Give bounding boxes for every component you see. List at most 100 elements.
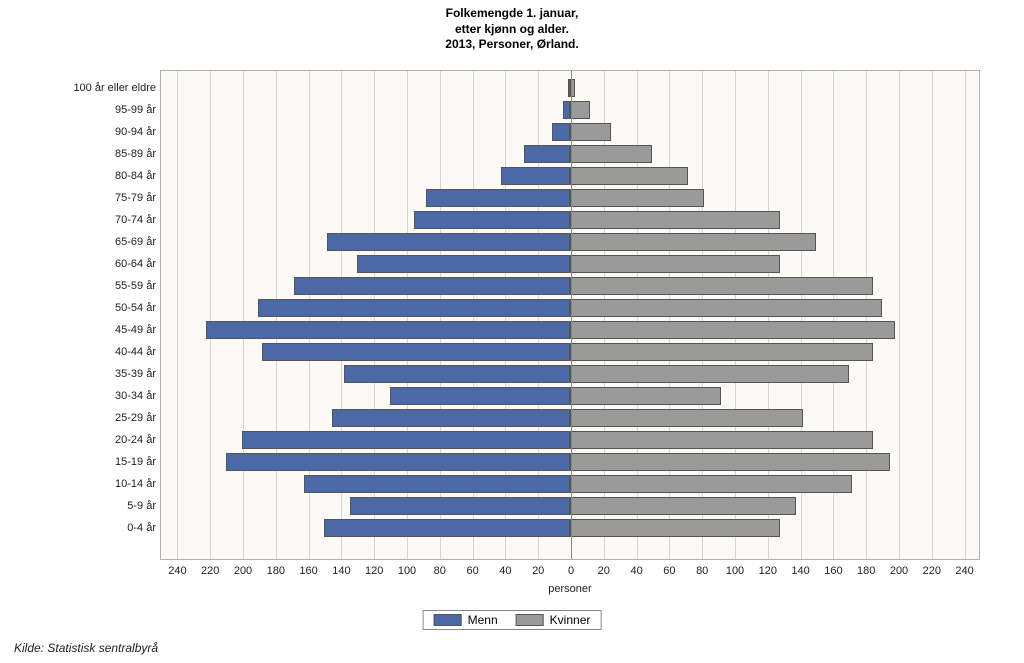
- bar-kvinner: [570, 189, 704, 207]
- age-row: 55-59 år: [161, 275, 979, 297]
- x-tick: 180: [267, 565, 285, 577]
- title-line-1: Folkemengde 1. januar,: [0, 6, 1024, 22]
- bar-menn: [501, 167, 570, 185]
- bar-kvinner: [570, 431, 873, 449]
- bar-menn: [357, 255, 570, 273]
- age-label: 15-19 år: [6, 451, 156, 473]
- age-label: 100 år eller eldre: [6, 77, 156, 99]
- bar-kvinner: [570, 365, 849, 383]
- bar-kvinner: [570, 277, 873, 295]
- source-text: Kilde: Statistisk sentralbyrå: [14, 641, 158, 655]
- x-axis-label: personer: [161, 583, 979, 595]
- age-row: 15-19 år: [161, 451, 979, 473]
- age-row: 50-54 år: [161, 297, 979, 319]
- x-tick: 240: [168, 565, 186, 577]
- bar-kvinner: [570, 123, 611, 141]
- bar-menn: [226, 453, 570, 471]
- title-line-2: etter kjønn og alder.: [0, 22, 1024, 38]
- x-tick: 220: [923, 565, 941, 577]
- x-tick: 240: [955, 565, 973, 577]
- x-tick: 220: [201, 565, 219, 577]
- bar-kvinner: [570, 409, 803, 427]
- x-tick: 120: [759, 565, 777, 577]
- pyramid-plot: personer 0202040406060808010010012012014…: [160, 70, 980, 560]
- age-label: 35-39 år: [6, 363, 156, 385]
- x-tick: 100: [726, 565, 744, 577]
- bar-kvinner: [570, 497, 796, 515]
- legend-swatch-menn: [434, 614, 462, 626]
- bar-kvinner: [570, 321, 895, 339]
- legend-item-kvinner: Kvinner: [516, 613, 591, 627]
- age-row: 30-34 år: [161, 385, 979, 407]
- age-label: 20-24 år: [6, 429, 156, 451]
- bar-kvinner: [570, 233, 816, 251]
- age-row: 85-89 år: [161, 143, 979, 165]
- age-row: 80-84 år: [161, 165, 979, 187]
- legend-item-menn: Menn: [434, 613, 498, 627]
- age-row: 90-94 år: [161, 121, 979, 143]
- x-tick: 40: [499, 565, 511, 577]
- age-label: 40-44 år: [6, 341, 156, 363]
- x-tick: 140: [791, 565, 809, 577]
- age-label: 30-34 år: [6, 385, 156, 407]
- x-tick: 200: [234, 565, 252, 577]
- age-label: 90-94 år: [6, 121, 156, 143]
- x-tick: 120: [365, 565, 383, 577]
- bar-kvinner: [570, 475, 852, 493]
- x-tick: 20: [598, 565, 610, 577]
- legend-swatch-kvinner: [516, 614, 544, 626]
- bar-kvinner: [570, 255, 780, 273]
- age-row: 95-99 år: [161, 99, 979, 121]
- x-tick: 200: [890, 565, 908, 577]
- age-row: 40-44 år: [161, 341, 979, 363]
- age-label: 75-79 år: [6, 187, 156, 209]
- x-tick: 80: [434, 565, 446, 577]
- legend: Menn Kvinner: [423, 610, 602, 630]
- age-label: 65-69 år: [6, 231, 156, 253]
- age-label: 80-84 år: [6, 165, 156, 187]
- legend-label-kvinner: Kvinner: [550, 613, 591, 627]
- age-label: 60-64 år: [6, 253, 156, 275]
- x-tick: 180: [857, 565, 875, 577]
- bar-menn: [206, 321, 570, 339]
- bar-kvinner: [570, 101, 590, 119]
- age-row: 65-69 år: [161, 231, 979, 253]
- age-row: 35-39 år: [161, 363, 979, 385]
- bar-menn: [524, 145, 570, 163]
- x-tick: 20: [532, 565, 544, 577]
- age-label: 55-59 år: [6, 275, 156, 297]
- age-label: 85-89 år: [6, 143, 156, 165]
- x-tick: 160: [299, 565, 317, 577]
- x-tick: 0: [568, 565, 574, 577]
- x-tick: 100: [398, 565, 416, 577]
- age-label: 0-4 år: [6, 517, 156, 539]
- bar-menn: [262, 343, 570, 361]
- age-label: 50-54 år: [6, 297, 156, 319]
- bar-kvinner: [570, 519, 780, 537]
- bar-menn: [242, 431, 570, 449]
- bar-menn: [294, 277, 570, 295]
- legend-label-menn: Menn: [468, 613, 498, 627]
- age-row: 20-24 år: [161, 429, 979, 451]
- x-tick: 160: [824, 565, 842, 577]
- zero-baseline: [571, 71, 572, 559]
- age-row: 60-64 år: [161, 253, 979, 275]
- bar-kvinner: [570, 299, 882, 317]
- age-row: 25-29 år: [161, 407, 979, 429]
- bar-menn: [390, 387, 570, 405]
- bar-menn: [426, 189, 570, 207]
- bar-menn: [552, 123, 570, 141]
- bar-menn: [332, 409, 570, 427]
- age-label: 5-9 år: [6, 495, 156, 517]
- bar-menn: [324, 519, 570, 537]
- age-row: 75-79 år: [161, 187, 979, 209]
- age-row: 70-74 år: [161, 209, 979, 231]
- age-label: 95-99 år: [6, 99, 156, 121]
- bar-kvinner: [570, 453, 890, 471]
- x-tick: 40: [630, 565, 642, 577]
- bar-menn: [258, 299, 570, 317]
- bar-kvinner: [570, 387, 721, 405]
- title-line-3: 2013, Personer, Ørland.: [0, 37, 1024, 53]
- chart-title: Folkemengde 1. januar, etter kjønn og al…: [0, 0, 1024, 53]
- age-label: 10-14 år: [6, 473, 156, 495]
